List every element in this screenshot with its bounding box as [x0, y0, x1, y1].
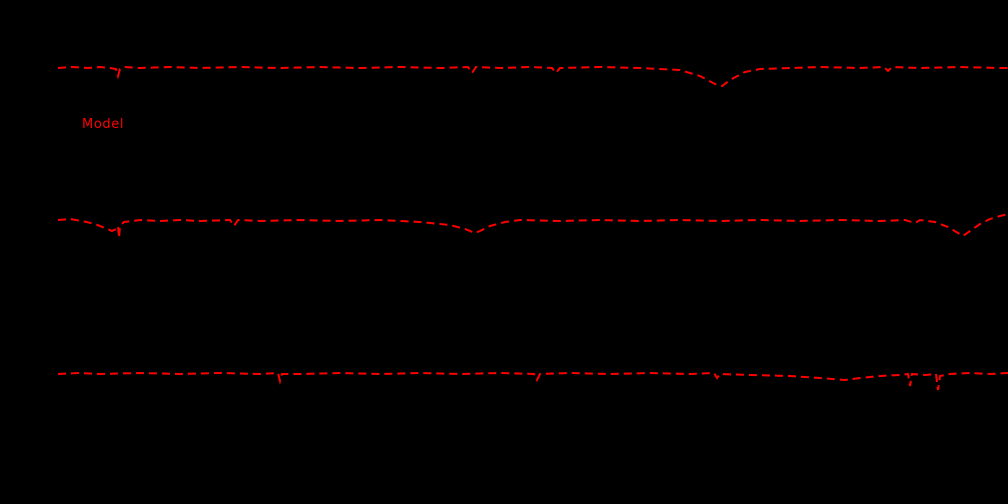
trace-line-2	[57, 213, 1008, 239]
model-label: Model	[82, 117, 125, 132]
trace-group	[57, 65, 1008, 391]
trace-line-3	[57, 371, 1008, 391]
